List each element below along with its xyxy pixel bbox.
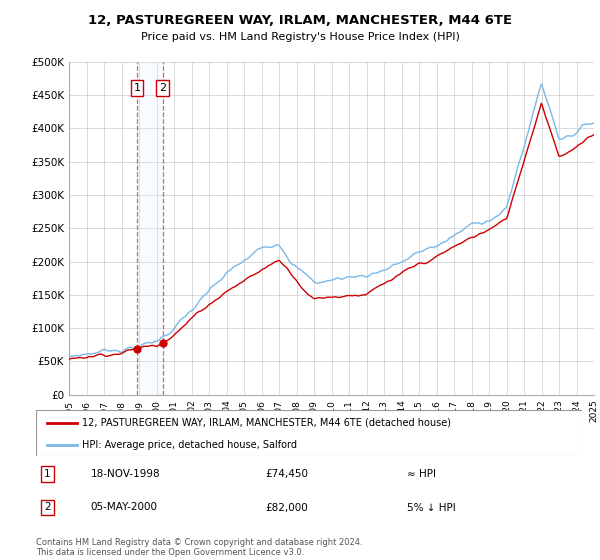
Text: 2: 2 <box>44 502 51 512</box>
Bar <box>137 62 163 395</box>
Text: 05-MAY-2000: 05-MAY-2000 <box>91 502 158 512</box>
Text: 2: 2 <box>159 83 166 94</box>
Text: 1: 1 <box>133 83 140 94</box>
Text: £74,450: £74,450 <box>265 469 308 479</box>
Text: 5% ↓ HPI: 5% ↓ HPI <box>407 502 456 512</box>
Text: 1: 1 <box>44 469 51 479</box>
Text: £82,000: £82,000 <box>265 502 308 512</box>
Text: Price paid vs. HM Land Registry's House Price Index (HPI): Price paid vs. HM Land Registry's House … <box>140 32 460 42</box>
Text: 12, PASTUREGREEN WAY, IRLAM, MANCHESTER, M44 6TE (detached house): 12, PASTUREGREEN WAY, IRLAM, MANCHESTER,… <box>82 418 451 428</box>
Text: 18-NOV-1998: 18-NOV-1998 <box>91 469 160 479</box>
Text: HPI: Average price, detached house, Salford: HPI: Average price, detached house, Salf… <box>82 440 298 450</box>
FancyBboxPatch shape <box>36 410 582 456</box>
Text: ≈ HPI: ≈ HPI <box>407 469 436 479</box>
Text: 12, PASTUREGREEN WAY, IRLAM, MANCHESTER, M44 6TE: 12, PASTUREGREEN WAY, IRLAM, MANCHESTER,… <box>88 14 512 27</box>
Text: Contains HM Land Registry data © Crown copyright and database right 2024.
This d: Contains HM Land Registry data © Crown c… <box>36 538 362 557</box>
